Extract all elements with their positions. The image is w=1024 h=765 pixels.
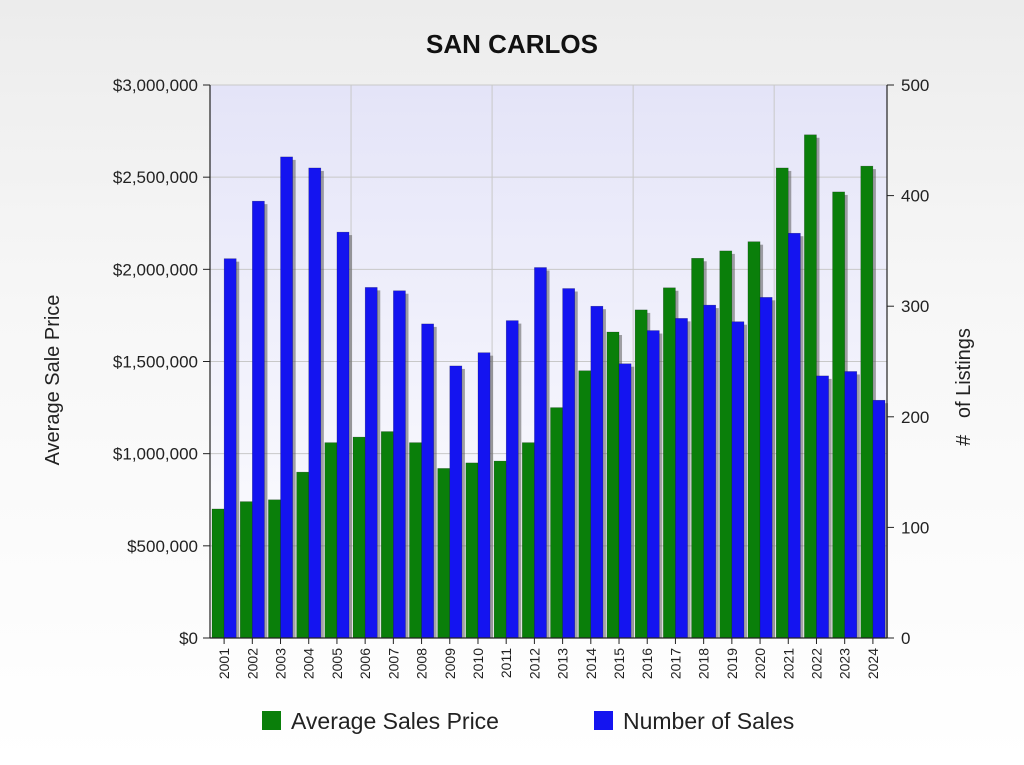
bar-num-sales-2023: [844, 371, 858, 639]
bar-num-sales-2006: [364, 287, 378, 639]
bar-num-sales-2007: [393, 290, 406, 639]
bar-avg-price-2014: [578, 370, 592, 639]
bar-num-sales-2009: [449, 365, 463, 639]
bar-avg-price-2016: [634, 309, 648, 639]
bar-num-sales-2002: [252, 200, 265, 639]
y2-tick-label: 400: [901, 187, 929, 206]
bar-num-sales-2015: [618, 363, 632, 639]
bar-num-sales-2008: [421, 323, 434, 639]
bar-avg-price-2018: [691, 258, 704, 639]
bar-avg-price-2015: [606, 331, 620, 639]
x-tick-label: 2002: [244, 648, 260, 679]
bar-avg-price-2017: [663, 287, 676, 639]
y2-tick-label: 200: [901, 408, 929, 427]
bar-avg-price-2005: [324, 442, 338, 639]
bar-num-sales-2019: [731, 321, 745, 639]
bar-avg-price-2003: [268, 499, 281, 639]
bar-num-sales-2018: [703, 304, 717, 639]
x-tick-label: 2024: [865, 648, 881, 679]
y-tick-label: $2,500,000: [113, 168, 198, 187]
x-tick-label: 2010: [470, 648, 486, 679]
bar-num-sales-2021: [788, 232, 801, 639]
bar-avg-price-2012: [522, 442, 535, 639]
bar-avg-price-2010: [465, 462, 479, 639]
y2-tick-label: 300: [901, 297, 929, 316]
bar-avg-price-2019: [719, 250, 733, 639]
x-tick-label: 2020: [752, 648, 768, 679]
bar-num-sales-2010: [477, 352, 491, 639]
bar-num-sales-2013: [562, 288, 575, 639]
bar-num-sales-2001: [223, 258, 237, 639]
y-tick-label: $1,500,000: [113, 353, 198, 372]
bar-num-sales-2011: [505, 320, 519, 639]
bar-avg-price-2009: [437, 468, 451, 639]
x-tick-label: 2015: [611, 648, 627, 679]
bar-num-sales-2003: [280, 156, 293, 639]
x-tick-label: 2004: [301, 648, 317, 679]
bar-avg-price-2022: [804, 134, 817, 639]
y-tick-label: $500,000: [127, 537, 198, 556]
x-tick-label: 2017: [667, 648, 683, 679]
x-tick-label: 2014: [583, 648, 599, 679]
bar-avg-price-2023: [832, 191, 845, 639]
x-tick-label: 2007: [385, 648, 401, 679]
bar-num-sales-2024: [872, 399, 886, 639]
bar-avg-price-2011: [493, 460, 507, 639]
x-tick-label: 2023: [837, 648, 853, 679]
legend-label: Number of Sales: [623, 708, 794, 734]
x-tick-label: 2013: [555, 648, 571, 679]
x-tick-label: 2006: [357, 648, 373, 679]
x-tick-label: 2008: [414, 648, 430, 679]
legend-label: Average Sales Price: [291, 708, 499, 734]
y-tick-label: $1,000,000: [113, 445, 198, 464]
y2-axis-title: # of Listings: [953, 328, 975, 446]
legend: Average Sales Price Number of Sales: [262, 708, 794, 734]
x-tick-label: 2005: [329, 648, 345, 679]
bar-num-sales-2005: [336, 231, 350, 639]
y-tick-label: $2,000,000: [113, 260, 198, 279]
bar-num-sales-2012: [534, 267, 547, 639]
y2-tick-label: 100: [901, 518, 929, 537]
bar-avg-price-2001: [211, 508, 225, 639]
x-tick-label: 2018: [696, 648, 712, 679]
x-tick-label: 2021: [780, 648, 796, 679]
x-tick-label: 2003: [273, 648, 289, 679]
bar-avg-price-2002: [239, 501, 253, 639]
bar-avg-price-2020: [747, 241, 761, 639]
y2-tick-label: 0: [901, 629, 910, 648]
y-tick-label: $3,000,000: [113, 76, 198, 95]
bar-num-sales-2022: [816, 375, 829, 639]
y-axis-title: Average Sale Price: [42, 295, 64, 466]
legend-swatch: [262, 711, 281, 730]
y2-tick-label: 500: [901, 76, 929, 95]
bar-avg-price-2006: [352, 436, 366, 639]
x-tick-label: 2019: [724, 648, 740, 679]
x-tick-label: 2016: [639, 648, 655, 679]
bar-num-sales-2017: [675, 318, 688, 639]
bar-avg-price-2013: [550, 407, 563, 639]
bar-avg-price-2008: [409, 442, 422, 639]
bars: [211, 134, 889, 639]
x-tick-label: 2011: [498, 648, 514, 678]
bar-avg-price-2021: [775, 167, 789, 639]
x-tick-label: 2001: [216, 648, 232, 679]
legend-swatch: [594, 711, 613, 730]
bar-num-sales-2016: [646, 330, 660, 639]
chart-title: SAN CARLOS: [426, 29, 598, 59]
bar-avg-price-2004: [296, 471, 309, 639]
x-tick-label: 2009: [442, 648, 458, 679]
bar-avg-price-2007: [380, 431, 394, 639]
y-tick-label: $0: [179, 629, 198, 648]
axes: $0 $500,000 $1,000,000 $1,500,000 $2,000,000…: [113, 76, 929, 679]
bar-num-sales-2020: [759, 297, 773, 639]
x-tick-label: 2012: [526, 648, 542, 679]
bar-num-sales-2014: [590, 305, 604, 639]
x-tick-label: 2022: [808, 648, 824, 679]
bar-num-sales-2004: [308, 167, 322, 639]
bar-avg-price-2024: [860, 165, 874, 639]
